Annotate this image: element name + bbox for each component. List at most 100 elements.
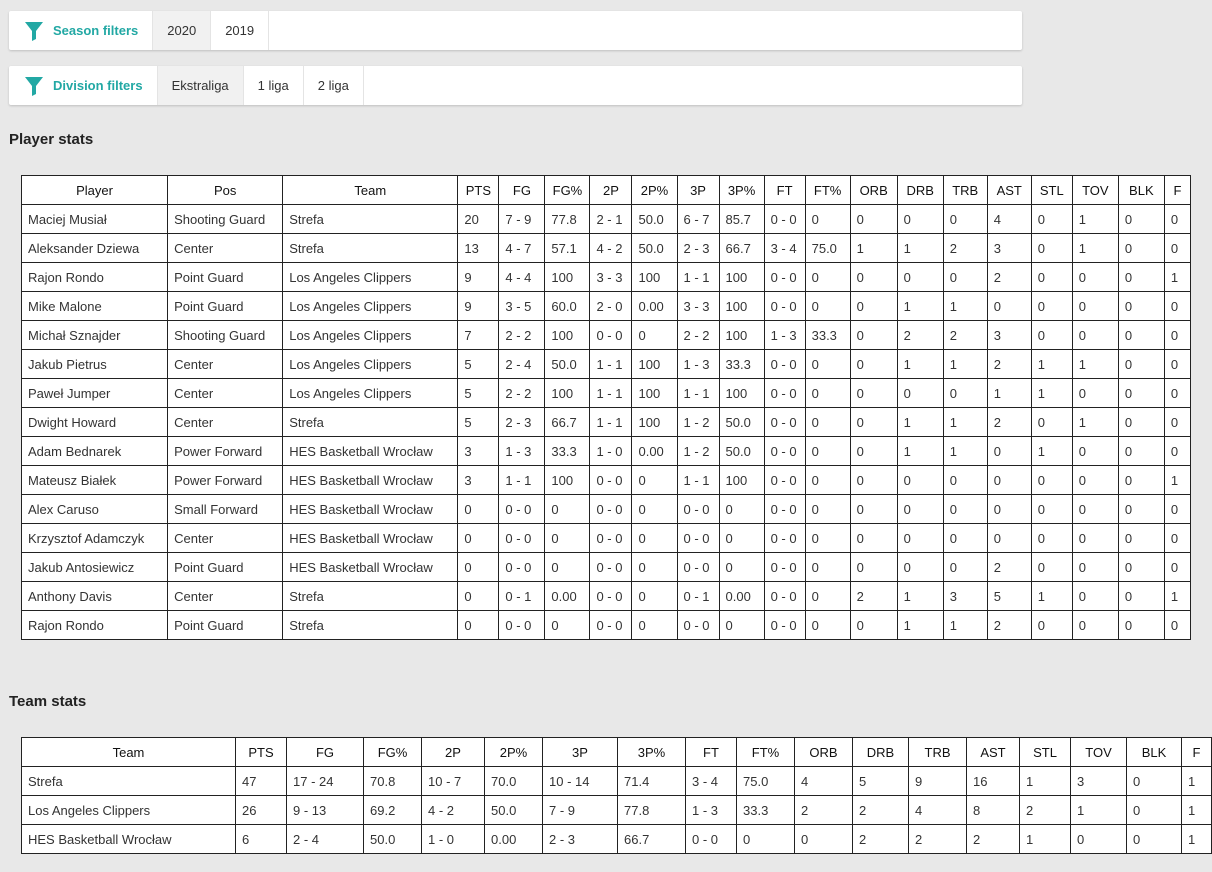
- table-cell: 66.7: [617, 824, 686, 854]
- table-cell: 0.00: [631, 436, 678, 466]
- table-cell: Power Forward: [167, 436, 284, 466]
- table-cell: 5: [457, 378, 500, 408]
- table-cell: 0: [804, 262, 851, 292]
- table-cell: 0: [804, 204, 851, 234]
- table-cell: 50.0: [363, 824, 422, 854]
- table-cell: 0: [804, 349, 851, 379]
- table-cell: 50.0: [718, 407, 765, 437]
- table-cell: 0: [849, 349, 898, 379]
- table-cell: 0: [804, 494, 851, 524]
- table-cell: 1 - 1: [589, 378, 633, 408]
- table-cell: 2: [849, 581, 898, 611]
- table-cell: 2 - 3: [498, 407, 546, 437]
- column-header: F: [1163, 175, 1192, 205]
- table-cell: 0: [1030, 552, 1073, 582]
- table-cell: 0: [986, 465, 1032, 495]
- table-cell: 0: [804, 552, 851, 582]
- table-cell: 2: [986, 610, 1032, 640]
- table-cell: 6 - 7: [676, 204, 720, 234]
- table-cell: 0: [942, 262, 988, 292]
- division-option[interactable]: 2 liga: [302, 66, 364, 105]
- table-cell: 0: [1163, 378, 1192, 408]
- column-header: 3P%: [617, 737, 686, 767]
- column-header: 3P: [676, 175, 720, 205]
- table-cell: 0: [942, 465, 988, 495]
- table-cell: 0 - 0: [589, 320, 633, 350]
- table-cell: 1 - 3: [676, 349, 720, 379]
- table-row: Mike Malone Point Guard Los Angeles Clippe…: [20, 291, 1192, 321]
- table-cell: Center: [167, 233, 284, 263]
- table-header-row: Team PTS FG FG% 2P 2P% 3P 3P% FT FT% ORB DRB TRB AST S…: [21, 737, 1212, 767]
- table-cell: 0: [718, 552, 765, 582]
- column-header: STL: [1030, 175, 1073, 205]
- table-cell: 0: [942, 204, 988, 234]
- table-cell: 0: [1071, 552, 1119, 582]
- table-cell: 0: [631, 494, 678, 524]
- column-header: Team: [282, 175, 459, 205]
- season-filters-toggle[interactable]: Season filters: [9, 11, 152, 50]
- season-options: 2020 2019: [152, 11, 270, 50]
- table-row: Krzysztof Adamczyk Center HES Basketball W…: [20, 523, 1192, 553]
- table-cell: 2 - 4: [498, 349, 546, 379]
- division-option[interactable]: 1 liga: [242, 66, 303, 105]
- table-cell: 1: [1030, 349, 1073, 379]
- column-header: 2P: [421, 737, 485, 767]
- table-cell: 0 - 0: [763, 291, 806, 321]
- table-cell: HES Basketball Wrocław: [282, 494, 459, 524]
- division-options: Ekstraliga 1 liga 2 liga: [156, 66, 364, 105]
- season-option[interactable]: 2020: [152, 11, 211, 50]
- column-header: 3P%: [718, 175, 765, 205]
- table-cell: 0: [736, 824, 795, 854]
- table-cell: 3 - 4: [685, 766, 737, 796]
- table-cell: 2: [986, 262, 1032, 292]
- table-cell: 0: [986, 494, 1032, 524]
- table-cell: 0: [986, 436, 1032, 466]
- table-cell: 33.3: [736, 795, 795, 825]
- table-cell: 66.7: [544, 407, 591, 437]
- table-cell: 1: [896, 610, 944, 640]
- table-cell: 0: [1117, 581, 1165, 611]
- table-cell: 0 - 0: [676, 610, 720, 640]
- division-filters-toggle[interactable]: Division filters: [9, 66, 157, 105]
- division-option[interactable]: Ekstraliga: [156, 66, 243, 105]
- table-cell: 4 - 4: [498, 262, 546, 292]
- table-cell: 1: [1030, 436, 1073, 466]
- table-cell: 0: [1117, 523, 1165, 553]
- table-cell: 2: [852, 795, 909, 825]
- table-cell: 0: [804, 436, 851, 466]
- division-filters-label: Division filters: [53, 78, 143, 93]
- table-cell: 1 - 3: [685, 795, 737, 825]
- table-cell: Krzysztof Adamczyk: [20, 523, 169, 553]
- table-cell: 0 - 0: [763, 552, 806, 582]
- table-cell: 75.0: [804, 233, 851, 263]
- column-header: TRB: [908, 737, 967, 767]
- table-cell: 75.0: [736, 766, 795, 796]
- table-cell: 50.0: [631, 233, 678, 263]
- table-cell: 0: [1071, 465, 1119, 495]
- table-cell: 0 - 0: [763, 262, 806, 292]
- table-cell: Paweł Jumper: [20, 378, 169, 408]
- season-option[interactable]: 2019: [210, 11, 270, 50]
- table-cell: 0: [986, 523, 1032, 553]
- table-cell: 4 - 2: [421, 795, 485, 825]
- table-cell: 1 - 1: [676, 378, 720, 408]
- column-header: FT%: [804, 175, 851, 205]
- table-cell: 100: [718, 291, 765, 321]
- column-header: FG: [286, 737, 364, 767]
- table-cell: 50.0: [544, 349, 591, 379]
- table-cell: 0 - 0: [763, 349, 806, 379]
- table-cell: Strefa: [282, 581, 459, 611]
- column-header: TRB: [942, 175, 988, 205]
- table-cell: 0: [457, 494, 500, 524]
- column-header: PTS: [457, 175, 500, 205]
- table-cell: Michał Sznajder: [20, 320, 169, 350]
- table-cell: 0: [849, 552, 898, 582]
- table-cell: 0: [1117, 610, 1165, 640]
- table-cell: 0: [896, 262, 944, 292]
- table-row: Jakub Pietrus Center Los Angeles Clippers 5…: [20, 349, 1192, 379]
- table-cell: 0: [794, 824, 853, 854]
- column-header: AST: [966, 737, 1020, 767]
- team-stats-title: Team stats: [9, 693, 87, 710]
- table-cell: 0: [1071, 523, 1119, 553]
- table-cell: 0: [1126, 766, 1182, 796]
